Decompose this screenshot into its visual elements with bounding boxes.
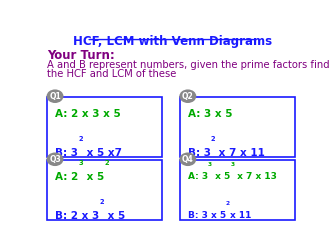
Text: A: 2 x 3 x 5: A: 2 x 3 x 5 xyxy=(55,109,121,119)
Text: B: 3 x 5: B: 3 x 5 xyxy=(188,211,226,220)
Text: 2: 2 xyxy=(211,136,215,142)
Ellipse shape xyxy=(47,152,64,166)
Text: x 7 x 13: x 7 x 13 xyxy=(235,172,277,181)
Text: HCF, LCM with Venn Diagrams: HCF, LCM with Venn Diagrams xyxy=(73,35,272,48)
Text: A and B represent numbers, given the prime factors find: A and B represent numbers, given the pri… xyxy=(47,60,330,70)
Text: x 5: x 5 xyxy=(212,172,230,181)
Text: A: 3 x 5: A: 3 x 5 xyxy=(188,109,232,119)
Text: B: 3: B: 3 xyxy=(188,148,211,158)
Text: A: 2: A: 2 xyxy=(55,172,78,182)
Text: 2: 2 xyxy=(99,199,104,205)
Ellipse shape xyxy=(179,89,196,103)
FancyBboxPatch shape xyxy=(47,160,162,220)
Text: 3: 3 xyxy=(208,162,212,167)
Text: x 7 x 11: x 7 x 11 xyxy=(215,148,265,158)
Text: B: 3: B: 3 xyxy=(55,148,78,158)
Text: Q4: Q4 xyxy=(182,155,194,164)
FancyBboxPatch shape xyxy=(47,97,162,157)
FancyBboxPatch shape xyxy=(180,97,295,157)
FancyBboxPatch shape xyxy=(180,160,295,220)
Text: Q2: Q2 xyxy=(182,92,194,101)
Text: 2: 2 xyxy=(78,136,83,142)
Text: 3: 3 xyxy=(78,160,83,166)
Text: Q1: Q1 xyxy=(49,92,61,101)
Text: the HCF and LCM of these: the HCF and LCM of these xyxy=(47,69,177,79)
Text: B: 2 x 3: B: 2 x 3 xyxy=(55,211,99,221)
Text: A: 3: A: 3 xyxy=(188,172,208,181)
Text: 2: 2 xyxy=(104,160,109,166)
Text: Q3: Q3 xyxy=(49,155,61,164)
Text: x 5: x 5 xyxy=(104,211,125,221)
Text: x 11: x 11 xyxy=(230,211,251,220)
Text: 2: 2 xyxy=(226,201,230,206)
Ellipse shape xyxy=(47,89,64,103)
Text: x 5: x 5 xyxy=(83,172,104,182)
Ellipse shape xyxy=(179,152,196,166)
Text: Your Turn:: Your Turn: xyxy=(47,49,115,62)
Text: 3: 3 xyxy=(230,162,235,167)
Text: x 5 x7: x 5 x7 xyxy=(83,148,122,158)
